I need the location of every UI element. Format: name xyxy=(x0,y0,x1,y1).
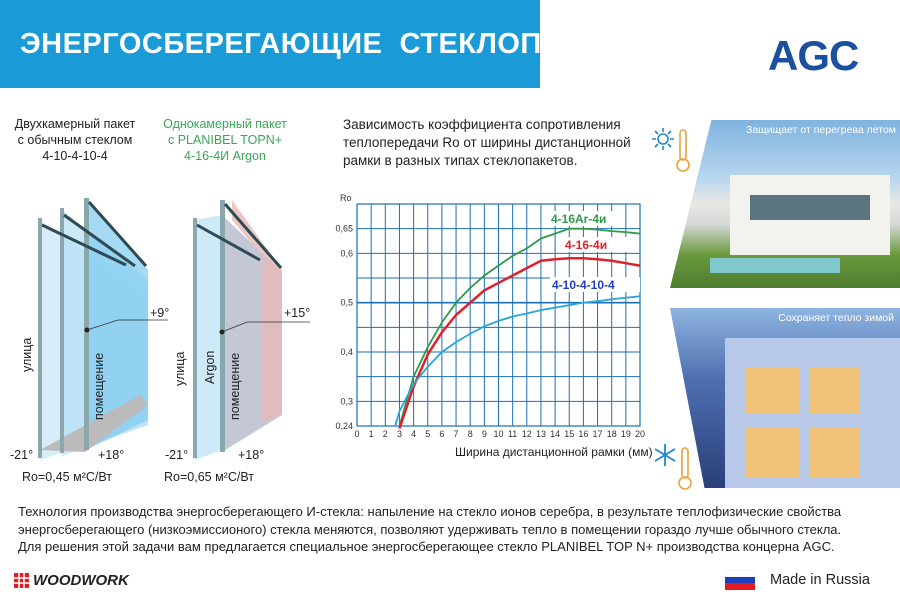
x-tick-label: 0 xyxy=(354,429,359,439)
x-tick-label: 13 xyxy=(536,429,546,439)
agc-logo: AGC xyxy=(768,32,859,79)
snowflake-thermometer-icon xyxy=(654,444,692,490)
unit1-temp-out: -21° xyxy=(10,448,34,462)
x-tick-label: 3 xyxy=(397,429,402,439)
series-label: 4-10-4-10-4 xyxy=(552,278,615,292)
unit2-inside-label: помещение xyxy=(228,352,242,420)
caption-line: 4-10-4-10-4 xyxy=(42,149,108,163)
unit2-temp-out: -21° xyxy=(165,448,189,462)
unit2-resistance: Rо=0,65 м²С/Вт xyxy=(164,470,254,484)
sun-thermometer-icon xyxy=(652,128,690,172)
x-tick-label: 2 xyxy=(383,429,388,439)
unit2-gas-label: Argon xyxy=(203,350,217,384)
x-tick-label: 17 xyxy=(593,429,603,439)
made-in-russia: Made in Russia xyxy=(770,572,870,588)
unit2-glass xyxy=(193,200,310,460)
x-tick-label: 1 xyxy=(369,429,374,439)
x-tick-label: 19 xyxy=(621,429,631,439)
winter-caption: Сохраняет тепло зимой xyxy=(778,312,894,324)
x-tick-label: 8 xyxy=(468,429,473,439)
lit-window xyxy=(810,428,860,478)
description-line: Технология производства энергосберегающе… xyxy=(18,504,842,519)
x-tick-label: 16 xyxy=(578,429,588,439)
series-line xyxy=(398,257,641,429)
caption-line: с обычным стеклом xyxy=(17,133,133,147)
caption-line: 4-16-4И Argon xyxy=(184,149,266,163)
x-tick-label: 6 xyxy=(439,429,444,439)
y-tick-label: 0,5 xyxy=(340,298,353,308)
summer-photo: Защищает от перегрева летом xyxy=(670,120,900,288)
series-label: 4-16Ar-4и xyxy=(551,212,606,226)
caption-line: Двухкамерный пакет xyxy=(14,117,136,131)
chart-title: Зависимость коэффициента сопротивления т… xyxy=(343,117,631,168)
y-axis-label: Rо xyxy=(340,193,352,203)
x-tick-label: 14 xyxy=(550,429,560,439)
unit1-temp-mid: +9° xyxy=(150,306,170,320)
x-tick-label: 11 xyxy=(508,429,517,439)
series-label: 4-16-4и xyxy=(565,238,607,252)
x-tick-label: 10 xyxy=(493,429,503,439)
lit-window xyxy=(745,368,800,413)
caption-line: Однокамерный пакет xyxy=(163,117,287,131)
window-band xyxy=(750,195,870,220)
unit2-caption: Однокамерный пакет с PLANIBEL TOPN+ 4-16… xyxy=(160,116,290,164)
lit-window xyxy=(810,368,860,413)
brand-name: WOODWORK xyxy=(33,572,129,589)
summer-caption: Защищает от перегрева летом xyxy=(745,124,896,136)
unit1-glass xyxy=(38,198,168,460)
x-tick-label: 9 xyxy=(482,429,487,439)
x-tick-label: 15 xyxy=(564,429,574,439)
unit1-caption: Двухкамерный пакет с обычным стеклом 4-1… xyxy=(0,116,150,164)
unit1-temp-in: +18° xyxy=(98,448,125,462)
unit2-temp-in: +18° xyxy=(238,448,265,462)
x-tick-label: 4 xyxy=(411,429,416,439)
glass-units-illustration xyxy=(38,198,310,460)
series-line xyxy=(394,295,641,427)
x-tick-label: 20 xyxy=(635,429,645,439)
x-tick-label: 5 xyxy=(425,429,430,439)
description-line: Для решения этой задачи вам предлагается… xyxy=(18,539,835,554)
pool-shape xyxy=(710,258,840,273)
series-label-bg xyxy=(563,237,633,252)
window-grid-icon xyxy=(14,573,29,588)
page-title: ЭНЕРГОСБЕРЕГАЮЩИЕ СТЕКЛОПАКЕТЫ xyxy=(20,28,649,60)
y-tick-label: 0,4 xyxy=(340,347,353,357)
caption-line: с PLANIBEL TOPN+ xyxy=(167,133,283,147)
series-line xyxy=(398,227,641,427)
x-tick-label: 18 xyxy=(607,429,617,439)
x-axis-label: Ширина дистанционной рамки (мм) xyxy=(455,445,653,459)
series-label-bg xyxy=(549,211,619,226)
y-tick-label: 0,24 xyxy=(335,421,353,431)
unit1-inside-label: помещение xyxy=(92,352,106,420)
description-line: энергосберегающего (низкоэмиссионого) ст… xyxy=(18,521,842,537)
y-tick-label: 0,3 xyxy=(340,396,353,406)
x-tick-label: 7 xyxy=(454,429,459,439)
unit2-temp-mid: +15° xyxy=(284,306,311,320)
woodwork-logo: WOODWORK xyxy=(14,572,129,589)
russia-flag-icon xyxy=(725,570,755,590)
chart: 0 1 2 3 4 5 6 7 8 9 10 11 12 13 14 15 16 17 18 19 200,240,30… xyxy=(335,193,645,439)
description: Технология производства энергосберегающе… xyxy=(18,503,898,556)
winter-photo: Сохраняет тепло зимой xyxy=(670,308,900,488)
series-label-bg xyxy=(550,277,640,292)
unit1-resistance: Rо=0,45 м²С/Вт xyxy=(22,470,112,484)
unit1-outside-label: улица xyxy=(20,337,34,372)
lit-window xyxy=(745,428,800,478)
unit2-outside-label: улица xyxy=(173,351,187,386)
x-tick-label: 12 xyxy=(522,429,532,439)
y-tick-label: 0,65 xyxy=(335,224,353,234)
y-tick-label: 0,6 xyxy=(340,248,353,258)
header-bar xyxy=(0,0,540,88)
